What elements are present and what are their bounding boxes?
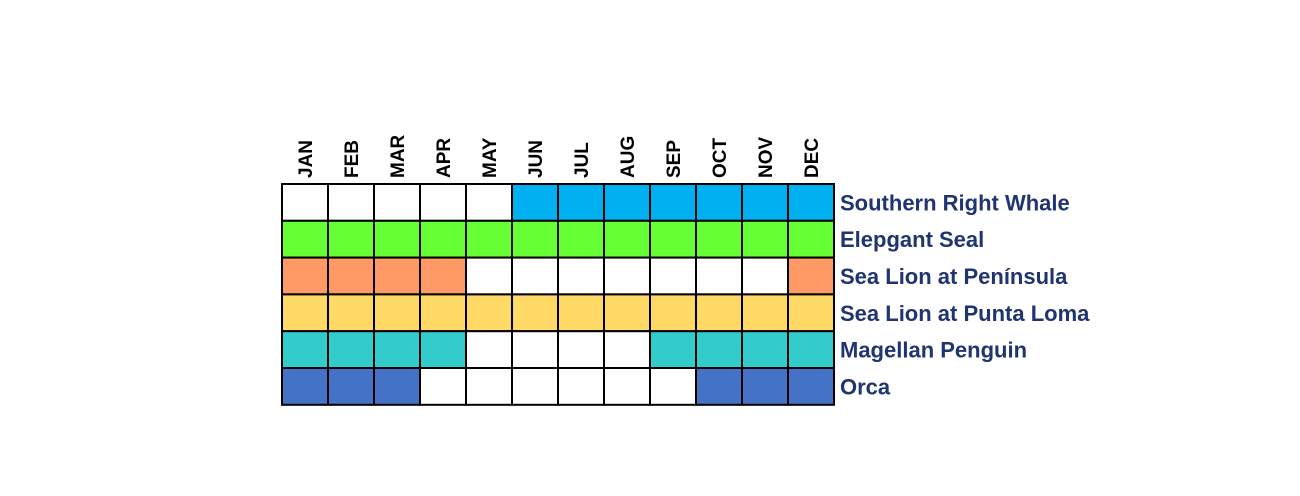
cell-row2-feb bbox=[327, 256, 375, 296]
cell-row0-apr bbox=[419, 183, 467, 222]
cell-row1-nov bbox=[741, 219, 789, 259]
cell-row1-mar bbox=[373, 219, 421, 259]
month-label-mar: MAR bbox=[388, 134, 409, 178]
cell-row4-jul bbox=[557, 330, 605, 370]
cell-row3-nov bbox=[741, 293, 789, 333]
cell-row4-dec bbox=[787, 330, 835, 370]
cell-row4-jun bbox=[511, 330, 559, 370]
cell-row1-feb bbox=[327, 219, 375, 259]
row-labels: Southern Right Whale Elepgant Seal Sea Lio… bbox=[840, 190, 1090, 399]
month-label-aug: AUG bbox=[618, 136, 639, 178]
cell-row5-feb bbox=[327, 367, 375, 406]
month-label-nov: NOV bbox=[756, 137, 777, 179]
cell-row5-mar bbox=[373, 367, 421, 406]
cell-row5-jun bbox=[511, 367, 559, 406]
month-label-jul: JUL bbox=[572, 142, 593, 178]
cell-row2-mar bbox=[373, 256, 421, 296]
cell-row3-jun bbox=[511, 293, 559, 333]
cell-row1-jul bbox=[557, 219, 605, 259]
cell-row2-dec bbox=[787, 256, 835, 296]
cell-row5-jan bbox=[281, 367, 329, 406]
cell-row2-apr bbox=[419, 256, 467, 296]
cell-row2-nov bbox=[741, 256, 789, 296]
month-label-dec: DEC bbox=[802, 138, 823, 178]
cell-row0-feb bbox=[327, 183, 375, 222]
row-label-2: Sea Lion at Península bbox=[840, 264, 1068, 289]
cell-row1-sep bbox=[649, 219, 697, 259]
cell-row4-oct bbox=[695, 330, 743, 370]
cell-row3-dec bbox=[787, 293, 835, 333]
cell-row2-jan bbox=[281, 256, 329, 296]
cell-row0-jul bbox=[557, 183, 605, 222]
cell-row1-jan bbox=[281, 219, 329, 259]
cell-row3-feb bbox=[327, 293, 375, 333]
month-label-jan: JAN bbox=[296, 140, 317, 178]
cell-row4-mar bbox=[373, 330, 421, 370]
cell-row4-nov bbox=[741, 330, 789, 370]
cell-row2-aug bbox=[603, 256, 651, 296]
month-label-apr: APR bbox=[434, 138, 455, 178]
cell-row5-may bbox=[465, 367, 513, 406]
cell-row5-apr bbox=[419, 367, 467, 406]
grid-cells bbox=[281, 183, 835, 406]
cell-row0-jun bbox=[511, 183, 559, 222]
cell-row0-mar bbox=[373, 183, 421, 222]
cell-row5-dec bbox=[787, 367, 835, 406]
cell-row1-apr bbox=[419, 219, 467, 259]
cell-row5-jul bbox=[557, 367, 605, 406]
month-label-may: MAY bbox=[480, 137, 501, 178]
row-label-3: Sea Lion at Punta Loma bbox=[840, 301, 1090, 326]
cell-row1-oct bbox=[695, 219, 743, 259]
row-label-4: Magellan Penguin bbox=[840, 338, 1027, 363]
cell-row3-aug bbox=[603, 293, 651, 333]
cell-row0-nov bbox=[741, 183, 789, 222]
cell-row2-sep bbox=[649, 256, 697, 296]
cell-row2-oct bbox=[695, 256, 743, 296]
cell-row1-aug bbox=[603, 219, 651, 259]
cell-row0-aug bbox=[603, 183, 651, 222]
row-label-5: Orca bbox=[840, 374, 891, 399]
cell-row2-may bbox=[465, 256, 513, 296]
row-label-0: Southern Right Whale bbox=[840, 190, 1070, 215]
cell-row1-dec bbox=[787, 219, 835, 259]
cell-row3-apr bbox=[419, 293, 467, 333]
cell-row3-sep bbox=[649, 293, 697, 333]
cell-row4-jan bbox=[281, 330, 329, 370]
cell-row3-mar bbox=[373, 293, 421, 333]
cell-row5-sep bbox=[649, 367, 697, 406]
cell-row5-aug bbox=[603, 367, 651, 406]
cell-row4-may bbox=[465, 330, 513, 370]
cell-row0-dec bbox=[787, 183, 835, 222]
cell-row2-jun bbox=[511, 256, 559, 296]
month-labels: JAN FEB MAR APR MAY JUN JUL AUG SEP OCT NOV DEC bbox=[296, 134, 823, 178]
cell-row4-feb bbox=[327, 330, 375, 370]
cell-row1-may bbox=[465, 219, 513, 259]
cell-row0-jan bbox=[281, 183, 329, 222]
month-label-jun: JUN bbox=[526, 140, 547, 178]
cell-row4-sep bbox=[649, 330, 697, 370]
cell-row3-jan bbox=[281, 293, 329, 333]
cell-row0-sep bbox=[649, 183, 697, 222]
cell-row2-jul bbox=[557, 256, 605, 296]
cell-row5-nov bbox=[741, 367, 789, 406]
month-label-sep: SEP bbox=[664, 140, 685, 178]
cell-row3-jul bbox=[557, 293, 605, 333]
cell-row0-oct bbox=[695, 183, 743, 222]
row-label-1: Elepgant Seal bbox=[840, 227, 984, 252]
cell-row1-jun bbox=[511, 219, 559, 259]
cell-row4-aug bbox=[603, 330, 651, 370]
cell-row4-apr bbox=[419, 330, 467, 370]
cell-row3-may bbox=[465, 293, 513, 333]
cell-row0-may bbox=[465, 183, 513, 222]
cell-row3-oct bbox=[695, 293, 743, 333]
cell-row5-oct bbox=[695, 367, 743, 406]
month-label-feb: FEB bbox=[342, 140, 363, 178]
month-label-oct: OCT bbox=[710, 138, 731, 179]
